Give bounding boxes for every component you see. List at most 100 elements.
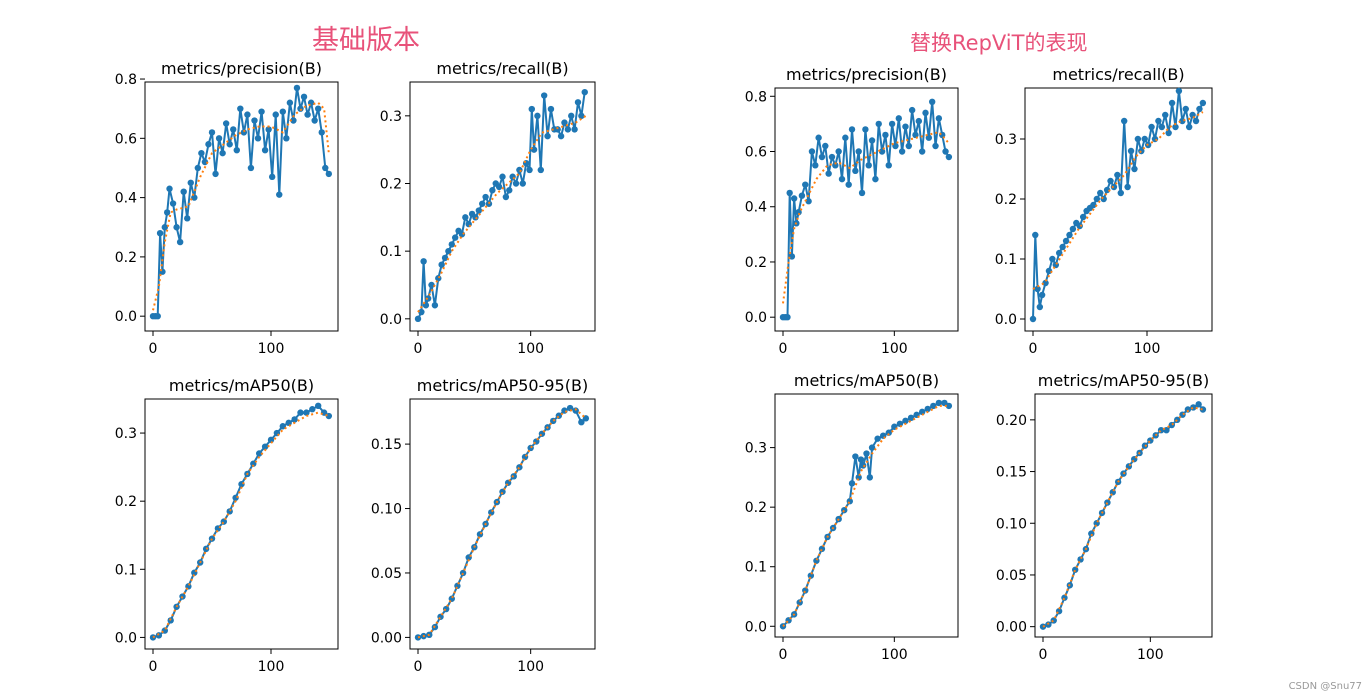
results-point (237, 105, 244, 112)
results-point (885, 162, 892, 169)
y-tick-label: 0.05 (371, 566, 402, 582)
x-tick-label: 100 (881, 341, 908, 357)
chart-title: metrics/mAP50-95(B) (417, 376, 588, 395)
chart-base-recall: metrics/recall(B) 0.0 0.1 0.2 0.3 0 100 (380, 59, 596, 357)
results-point (784, 313, 791, 321)
results-line (783, 101, 950, 319)
results-point (1158, 123, 1166, 131)
results-point (574, 99, 582, 106)
results-point (479, 200, 486, 207)
y-tick-label: 0.0 (380, 312, 402, 328)
results-point (219, 149, 226, 157)
y-tick-label: 0.2 (745, 500, 767, 516)
results-point (149, 634, 157, 641)
y-tick-label: 0.6 (115, 131, 137, 147)
results-line (1042, 403, 1204, 628)
results-point (907, 414, 915, 422)
chart-repvit-recall: metrics/recall(B) 0.0 0.1 0.2 0.3 0 100 (995, 65, 1213, 357)
results-point (448, 241, 455, 248)
results-point (852, 167, 859, 175)
results-point (1127, 147, 1135, 155)
results-point (1162, 111, 1169, 119)
results-point (802, 181, 809, 188)
results-point (554, 126, 561, 133)
results-point (420, 258, 427, 265)
results-point (240, 129, 248, 136)
results-point (1168, 421, 1175, 429)
results-point (1107, 177, 1114, 185)
watermark: CSDN @Snu77 (1288, 681, 1362, 692)
y-tick-label: 0.2 (115, 250, 137, 266)
results-point (798, 192, 806, 199)
results-point (1079, 213, 1087, 221)
results-point (578, 112, 585, 120)
results-point (930, 402, 937, 410)
right-group-heading: 替换RepViT的表现 (910, 31, 1088, 55)
results-point (1103, 186, 1111, 194)
results-point (519, 180, 526, 187)
results-point (499, 173, 506, 180)
results-line (782, 401, 950, 627)
results-point (888, 120, 896, 128)
y-tick-label: 0.3 (745, 441, 767, 457)
results-line (417, 91, 586, 320)
y-tick-label: 0.10 (371, 502, 402, 518)
results-point (942, 148, 949, 155)
results-point (1114, 171, 1121, 179)
results-point (1151, 135, 1159, 143)
results-point (304, 111, 311, 118)
y-tick-label: 0.4 (115, 191, 137, 207)
results-point (318, 129, 325, 136)
results-point (1056, 249, 1063, 257)
results-point (435, 275, 442, 282)
results-point (191, 194, 198, 201)
y-tick-label: 0.05 (996, 568, 1027, 584)
chart-title: metrics/precision(B) (161, 59, 322, 78)
results-point (922, 109, 929, 117)
results-point (154, 312, 161, 320)
x-tick-label: 0 (149, 659, 158, 675)
results-point (261, 443, 269, 450)
results-point (166, 185, 173, 192)
results-point (267, 436, 275, 444)
y-tick-label: 0.1 (115, 562, 137, 578)
results-line (1032, 90, 1204, 320)
results-point (855, 148, 862, 155)
results-point (283, 135, 290, 142)
results-point (902, 417, 909, 425)
results-point (945, 402, 953, 410)
results-point (285, 419, 292, 427)
results-point (547, 105, 555, 113)
results-point (848, 126, 856, 133)
results-point (311, 117, 318, 124)
results-point (1124, 183, 1131, 191)
plot-frame (774, 393, 959, 638)
results-point (441, 254, 449, 262)
results-point (852, 453, 859, 460)
chart-title: metrics/mAP50(B) (794, 371, 939, 390)
results-point (1038, 291, 1046, 299)
results-point (1100, 195, 1107, 203)
y-tick-label: 0.2 (380, 176, 402, 192)
results-point (233, 146, 240, 154)
results-point (1172, 123, 1179, 131)
results-point (1066, 231, 1073, 239)
results-point (184, 215, 191, 222)
results-point (465, 220, 472, 228)
results-point (506, 187, 513, 194)
chart-base-map50-95: metrics/mAP50-95(B) 0.00 0.05 0.10 0.15 0 100 (371, 376, 596, 675)
y-tick-label: 0.6 (745, 145, 767, 161)
results-point (812, 162, 819, 169)
results-point (325, 170, 333, 178)
results-point (1155, 117, 1162, 125)
results-point (1104, 499, 1111, 506)
results-point (1088, 530, 1095, 537)
y-tick-label: 0.0 (995, 312, 1017, 328)
results-point (293, 84, 301, 92)
chart-repvit-map50: metrics/mAP50(B) 0.0 0.1 0.2 0.3 0 100 (745, 371, 959, 663)
y-tick-label: 0.00 (996, 620, 1027, 636)
y-tick-label: 0.2 (995, 192, 1017, 208)
results-point (1168, 99, 1176, 107)
results-point (845, 181, 852, 188)
x-tick-label: 0 (779, 341, 788, 357)
